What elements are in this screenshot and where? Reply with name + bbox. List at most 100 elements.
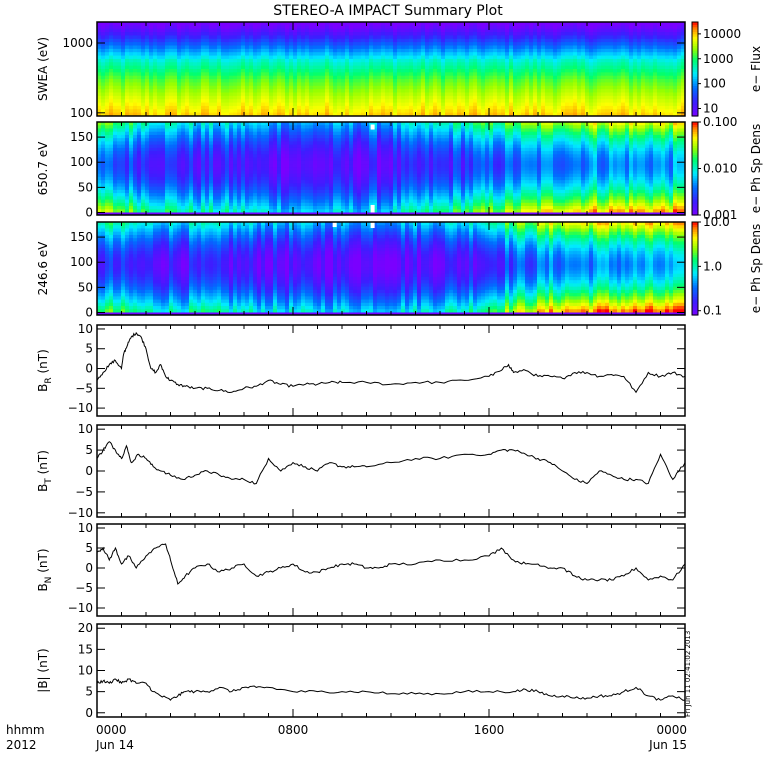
panel-0-cell [425,25,430,30]
panel-0-cell [421,82,426,87]
panel-1-cell [181,176,186,181]
panel-0-cell [537,82,542,87]
panel-0-cell [161,79,166,83]
panel-0-cell [169,82,174,87]
panel-0-cell [381,28,386,33]
panel-0-cell [533,95,538,100]
panel-1-cell [201,193,206,197]
panel-0-cell [409,58,414,63]
panel-0-cell [477,48,482,53]
panel-0-cell [145,22,150,26]
panel-0-cell [597,22,602,26]
panel-0-cell [581,112,586,117]
panel-0-cell [481,85,486,90]
panel-0-cell [681,85,686,90]
panel-0-cell [325,28,330,33]
panel-0-cell [129,55,134,60]
panel-1-cell [129,183,134,188]
panel-0-cell [545,99,550,104]
panel-0-cell [153,82,158,87]
panel-0-cell [333,35,338,40]
panel-0-cell [625,52,630,57]
panel-1-cell [189,206,194,210]
panel-1-cell [105,186,110,191]
panel-1-cell [197,131,202,136]
panel-0-cell [581,92,586,97]
panel-0-cell [113,92,118,97]
panel-0-cell [221,42,226,46]
panel-1-cell [189,202,194,207]
panel-1-cell [153,131,158,136]
panel-0-cell [401,42,406,46]
panel-0-cell [385,55,390,60]
panel-0-cell [261,75,266,80]
panel-0-cell [285,48,290,53]
panel-0-cell [161,38,166,43]
panel-0-cell [681,42,686,46]
panel-0-cell [257,72,262,77]
panel-1-cell [165,141,170,146]
panel-0-cell [285,89,290,93]
panel-0-cell [161,92,166,97]
panel-0-cell [309,92,314,97]
panel-0-cell [189,112,194,117]
panel-0-cell [189,89,194,93]
panel-0-cell [297,22,302,26]
panel-0-cell [541,25,546,30]
panel-0-cell [125,22,130,26]
panel-0-cell [657,85,662,90]
panel-0-cell [205,105,210,110]
panel-0-cell [313,52,318,57]
panel-0-cell [593,45,598,50]
panel-0-cell [665,55,670,60]
panel-0-cell [425,95,430,100]
panel-0-cell [301,75,306,80]
panel-0-cell [273,42,278,46]
panel-0-cell [269,58,274,63]
panel-0-cell [545,92,550,97]
panel-0-cell [173,25,178,30]
panel-0-cell [309,105,314,110]
panel-1-cell [145,196,150,201]
panel-0-cell [109,79,114,83]
panel-0-cell [525,79,530,83]
panel-0-cell [253,95,258,100]
panel-0-cell [149,85,154,90]
panel-0-cell [353,25,358,30]
panel-1-cell [153,164,158,168]
panel-0-cell [401,105,406,110]
panel-0-cell [533,38,538,43]
colorbar-0-swatch [692,36,698,40]
panel-0-cell [385,38,390,43]
panel-0-cell [649,109,654,114]
panel-0-cell [189,102,194,107]
panel-0-cell [609,102,614,107]
panel-0-cell [449,92,454,97]
panel-0-cell [181,82,186,87]
panel-0-cell [121,62,126,67]
panel-0-cell [225,82,230,87]
panel-0-cell [369,102,374,107]
panel-0-cell [389,109,394,114]
panel-0-cell [393,79,398,83]
panel-0-cell [417,109,422,114]
panel-0-cell [457,79,462,83]
panel-0-cell [241,35,246,40]
panel-0-cell [525,102,530,107]
panel-0-cell [445,102,450,107]
panel-0-cell [309,82,314,87]
panel-0-cell [229,52,234,57]
panel-0-cell [581,82,586,87]
panel-0-cell [437,85,442,90]
panel-0-cell [441,85,446,90]
panel-0-cell [561,28,566,33]
panel-0-cell [441,92,446,97]
panel-0-cell [581,99,586,104]
panel-0-cell [193,79,198,83]
panel-0-cell [257,48,262,53]
panel-0-cell [469,92,474,97]
panel-0-cell [221,35,226,40]
panel-0-cell [489,72,494,77]
panel-1-cell [117,199,122,204]
panel-0-cell [253,102,258,107]
